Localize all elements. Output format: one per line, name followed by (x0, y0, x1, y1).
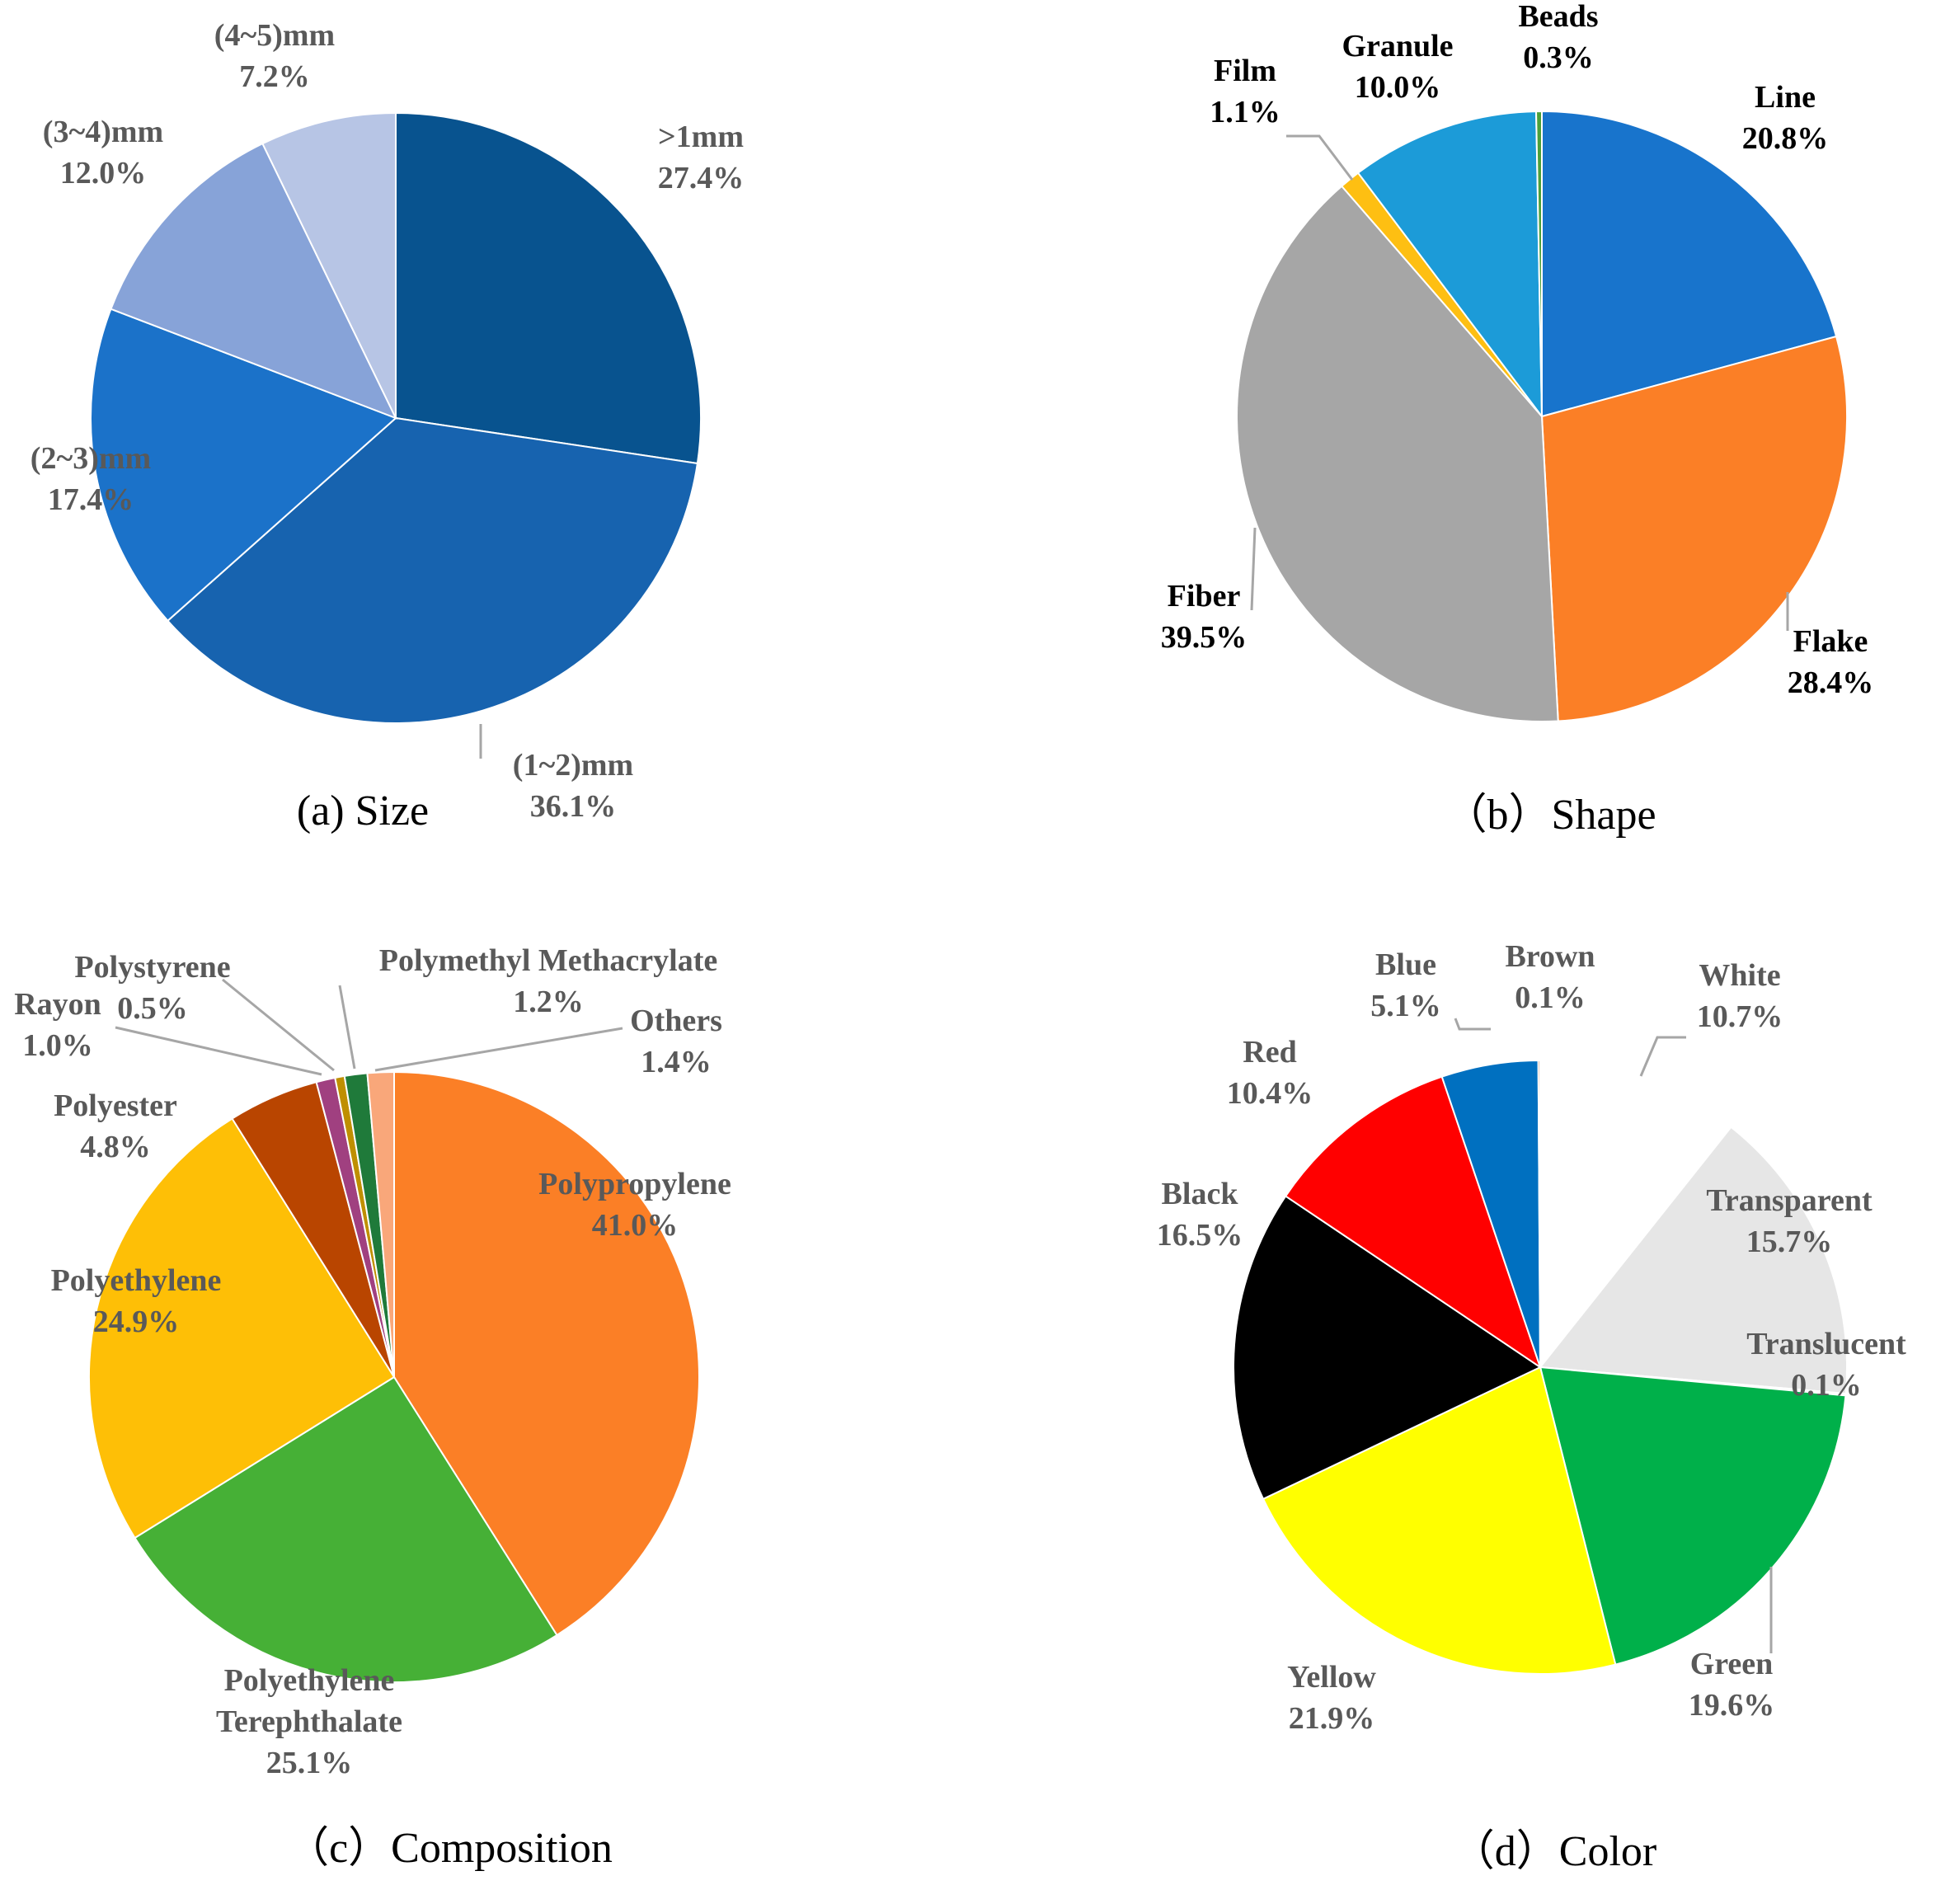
pie-slice-white (1539, 1059, 1732, 1370)
data-label-film: Film 1.1% (1210, 54, 1280, 129)
data-label-transparent: Transparent 15.7% (1706, 1183, 1873, 1259)
pie-slice-2-3-mm (90, 308, 397, 623)
pie-slice-brown (1537, 1059, 1541, 1368)
shape-pie-chart: Line 20.8% Flake 28.4% Fiber 39.5% Film 1.1% Gra… (1161, 0, 1874, 839)
data-label-4-5-mm: (4~5)mm 7.2% (214, 18, 335, 94)
data-label-rayon: Rayon 1.0% (14, 987, 101, 1063)
pie-slices (1235, 110, 1848, 722)
pie-slice-polyethylene (88, 1117, 396, 1540)
data-label-fiber: Fiber 39.5% (1161, 579, 1248, 655)
pie-slice-3-4-mm (110, 142, 398, 420)
pie-slice-black (1233, 1195, 1543, 1501)
pie-slice-flake (1540, 335, 1848, 722)
data-label-green: Green 19.6% (1689, 1647, 1775, 1723)
chart-caption: （b）Shape (1444, 792, 1656, 839)
chart-caption: （d）Color (1452, 1828, 1656, 1875)
data-label-black: Black 16.5% (1157, 1177, 1243, 1253)
data-labels: Polypropylene 41.0% Polyethylene Terephthal… (14, 943, 731, 1780)
data-label-blue: Blue 5.1% (1370, 947, 1441, 1023)
pie-slice-fiber (1235, 185, 1559, 722)
pie-slice-polypropylene (393, 1070, 700, 1637)
data-labels: White 10.7% Transparent 15.7% Translucent 0.1… (1157, 939, 1906, 1736)
leader-line-polystyrene (222, 978, 335, 1072)
leader-line-white (1639, 1036, 1686, 1077)
chart-caption: (a) Size (297, 787, 429, 834)
chart-caption: （c）Composition (286, 1825, 613, 1872)
data-label-polymethyl-methacrylate: Polymethyl Methacrylate 1.2% (379, 943, 717, 1019)
pie-slice-line (1541, 110, 1838, 418)
leader-line-polymethyl-methacrylate (338, 985, 356, 1070)
pie-slice-yellow (1262, 1366, 1617, 1675)
leader-line-film (1286, 134, 1354, 181)
data-label-1mm: >1mm 27.4% (658, 120, 745, 195)
pie-slices (90, 111, 702, 724)
pie-slice-red (1284, 1075, 1542, 1370)
pie-slice-1-2-mm (167, 416, 699, 724)
pie-slice-beads (1535, 110, 1543, 417)
data-label-polyethylene-terephthalate: Polyethylene Terephthalate 25.1% (216, 1663, 402, 1780)
data-label-yellow: Yellow 21.9% (1287, 1660, 1376, 1736)
pie-slice-green (1539, 1366, 1847, 1666)
leader-line-blue (1454, 1018, 1491, 1031)
data-label-flake: Flake 28.4% (1788, 624, 1874, 700)
pie-slice-transparent (1539, 1126, 1849, 1395)
data-label-2-3-mm: (2~3)mm 17.4% (31, 441, 151, 517)
data-label-red: Red 10.4% (1227, 1035, 1313, 1111)
data-label-polyester: Polyester 4.8% (54, 1088, 177, 1164)
pie-slice-others (366, 1070, 395, 1378)
pie-slice-polyethylene-terephthalate (134, 1375, 558, 1683)
data-label-beads: Beads 0.3% (1518, 0, 1598, 75)
data-label-line: Line 20.8% (1742, 80, 1829, 156)
composition-pie-chart: Polypropylene 41.0% Polyethylene Terephthal… (14, 943, 731, 1872)
pie-slices (88, 1070, 700, 1683)
pie-slices (1233, 1059, 1849, 1675)
data-label-polystyrene: Polystyrene 0.5% (74, 950, 230, 1026)
data-label-3-4-mm: (3~4)mm 12.0% (43, 115, 163, 190)
data-label-translucent: Translucent 0.1% (1746, 1327, 1906, 1403)
leader-line-others (374, 1027, 623, 1072)
pie-slice-granule (1356, 110, 1544, 420)
data-label-polypropylene: Polypropylene 41.0% (538, 1167, 731, 1243)
pie-slice-1mm (395, 111, 702, 465)
data-label-white: White 10.7% (1697, 958, 1783, 1034)
color-pie-chart: White 10.7% Transparent 15.7% Translucent 0.1… (1157, 939, 1906, 1875)
data-label-others: Others 1.4% (630, 1004, 722, 1079)
data-labels: >1mm 27.4% (1~2)mm 36.1% (2~3)mm 17.4% (3~4)mm… (31, 18, 744, 824)
data-label-granule: Granule 10.0% (1342, 29, 1453, 105)
leader-line-fiber (1250, 527, 1257, 611)
data-label-brown: Brown 0.1% (1505, 939, 1595, 1015)
data-labels: Line 20.8% Flake 28.4% Fiber 39.5% Film 1.1% Gra… (1161, 0, 1874, 700)
leader-line-rayon (115, 1026, 322, 1076)
pie-slice-4-5-mm (261, 111, 397, 419)
data-label-1-2-mm: (1~2)mm 36.1% (513, 748, 633, 824)
data-label-polyethylene: Polyethylene 24.9% (51, 1263, 222, 1339)
size-pie-chart: >1mm 27.4% (1~2)mm 36.1% (2~3)mm 17.4% (3~4)mm… (31, 18, 744, 834)
